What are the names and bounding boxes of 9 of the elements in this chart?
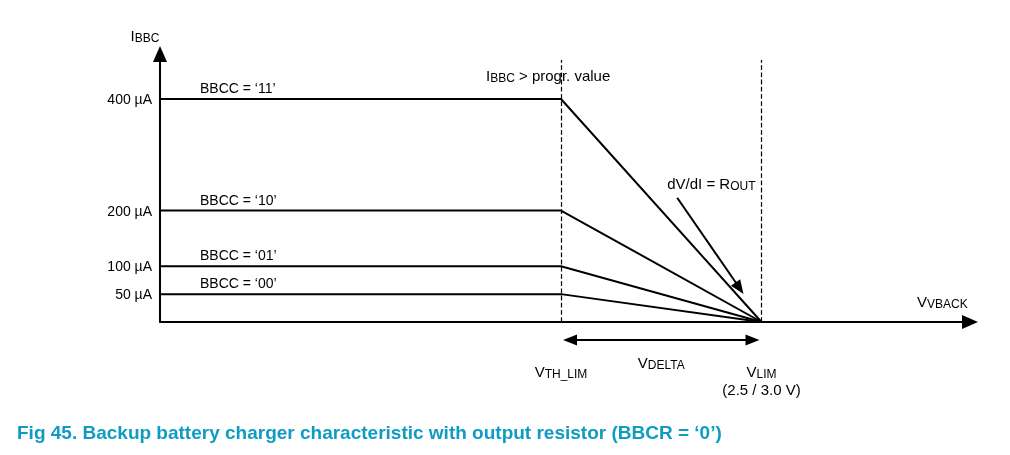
series-label: BBCC = ‘11’ bbox=[200, 80, 276, 97]
y-tick-label: 400 µA bbox=[107, 91, 153, 108]
y-tick-label: 100 µA bbox=[107, 258, 153, 275]
series-label: BBCC = ‘00’ bbox=[200, 275, 277, 292]
series-label: BBCC = ‘01’ bbox=[200, 247, 277, 264]
text: Fig 45. Backup battery charger characteristic with output resistor (BBCR = ‘0’) bbox=[17, 422, 722, 443]
y-tick-label: 200 µA bbox=[107, 202, 153, 219]
series-label: BBCC = ‘10’ bbox=[200, 191, 277, 208]
y-tick-label: 50 µA bbox=[115, 286, 153, 303]
